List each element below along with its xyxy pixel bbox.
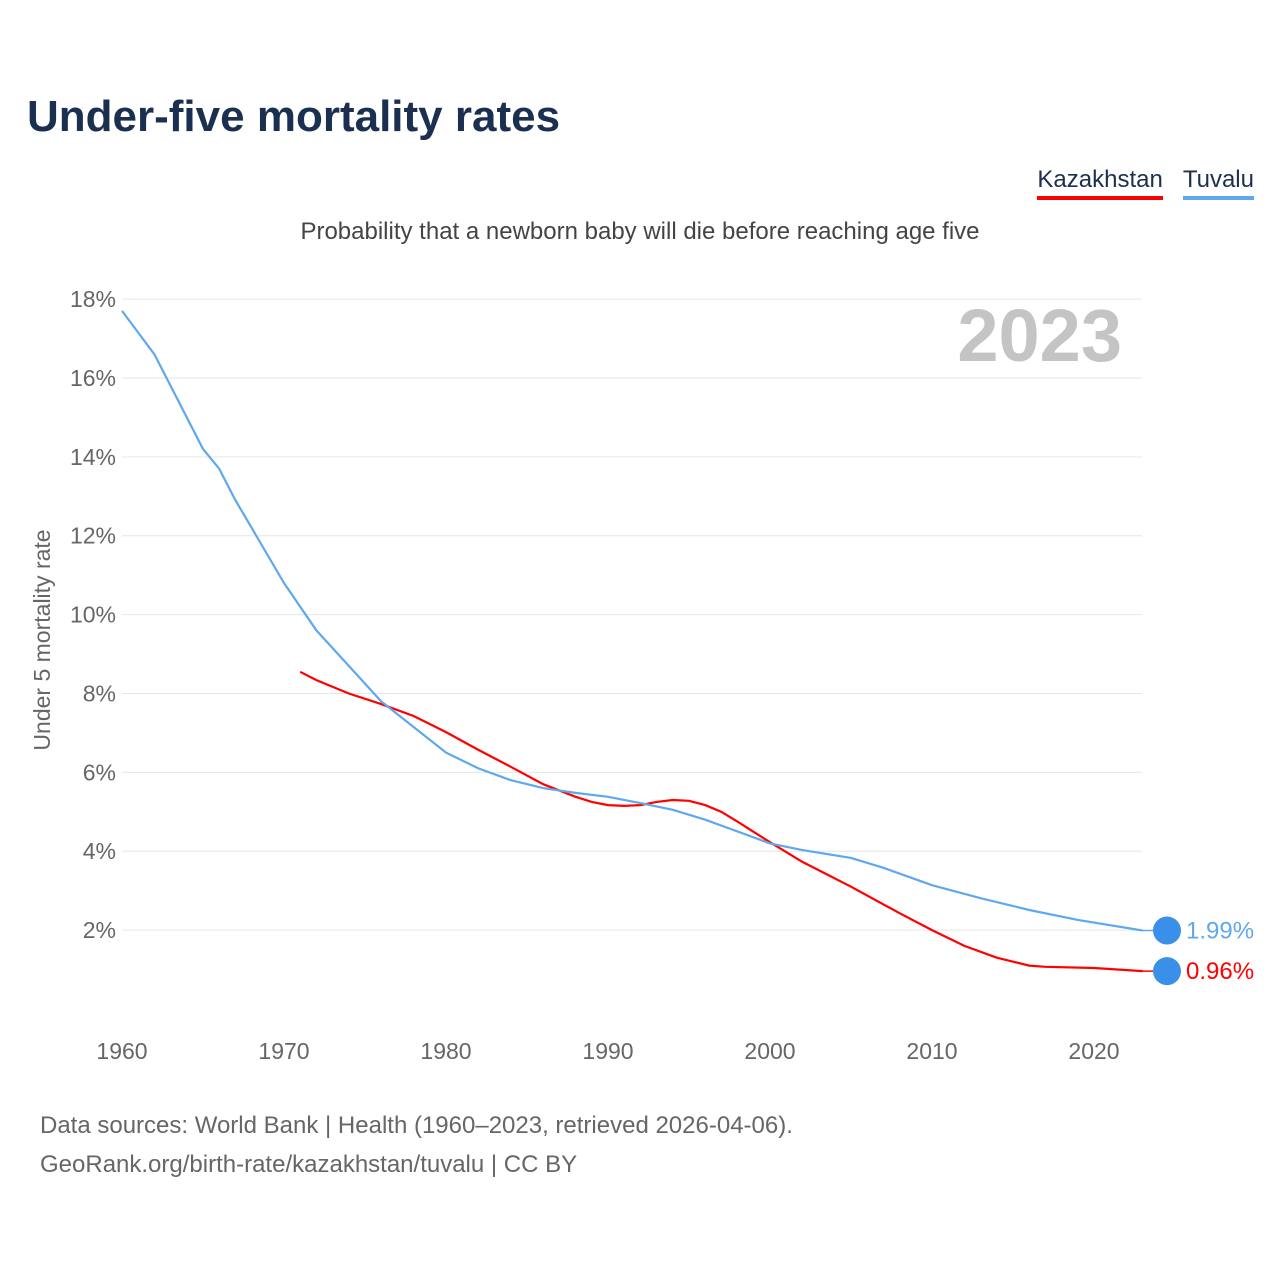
series-line-kazakhstan[interactable] (299, 670, 1143, 973)
flag-icon-tuvalu (1153, 916, 1181, 945)
x-tick-label: 2020 (1068, 1038, 1119, 1064)
end-value-label: 1.99% (1186, 918, 1254, 945)
x-tick-label: 2000 (744, 1038, 795, 1064)
x-tick-label: 1980 (420, 1038, 471, 1064)
y-tick-label: 6% (83, 759, 116, 785)
y-tick-label: 12% (70, 523, 116, 549)
legend-tuvalu[interactable]: Tuvalu (1182, 166, 1254, 200)
x-tick-label: 1970 (258, 1038, 309, 1064)
footer-sources: Data sources: World Bank | Health (1960–… (40, 1112, 793, 1139)
y-tick-label: 18% (70, 286, 116, 312)
legend-kazakhstan[interactable]: Kazakhstan (1037, 166, 1163, 200)
year-watermark: 2023 (957, 294, 1122, 377)
flag-icon-kazakhstan (1153, 957, 1181, 986)
x-tick-label: 2010 (906, 1038, 957, 1064)
footer: Data sources: World Bank | Health (1960–… (40, 1106, 793, 1184)
end-value-label: 0.96% (1186, 958, 1254, 985)
chart-subtitle: Probability that a newborn baby will die… (300, 218, 980, 245)
y-tick-label: 16% (70, 365, 116, 391)
x-tick-label: 1960 (96, 1038, 147, 1064)
x-tick-label: 1990 (582, 1038, 633, 1064)
y-tick-label: 8% (83, 680, 116, 706)
y-tick-label: 4% (83, 838, 116, 864)
legend: Kazakhstan Tuvalu (1037, 166, 1254, 200)
y-axis-label: Under 5 mortality rate (29, 529, 55, 750)
chart-title: Under-five mortality rates (27, 92, 561, 141)
y-tick-label: 10% (70, 602, 116, 628)
y-tick-label: 2% (83, 917, 116, 943)
series-line-tuvalu[interactable] (121, 310, 1143, 932)
footer-link[interactable]: GeoRank.org/birth-rate/kazakhstan/tuvalu… (40, 1151, 578, 1178)
y-tick-label: 14% (70, 444, 116, 470)
